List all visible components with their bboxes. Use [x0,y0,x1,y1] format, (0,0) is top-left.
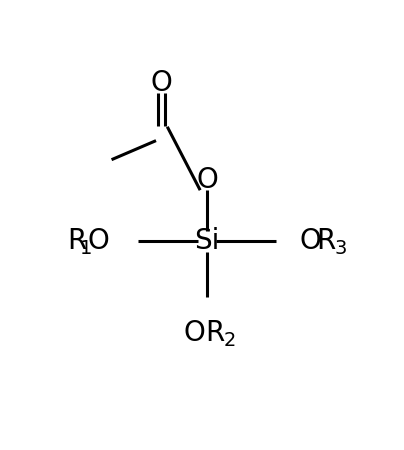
Text: O: O [196,166,218,194]
Text: O: O [151,69,173,98]
Text: O: O [299,227,321,255]
Text: Si: Si [194,227,220,255]
Text: 1: 1 [80,239,92,258]
Text: R: R [205,319,225,347]
Text: 2: 2 [223,331,236,350]
Text: 3: 3 [335,239,347,258]
Text: O: O [88,227,109,255]
Text: R: R [316,227,336,255]
Text: R: R [68,227,87,255]
Text: O: O [184,319,205,347]
